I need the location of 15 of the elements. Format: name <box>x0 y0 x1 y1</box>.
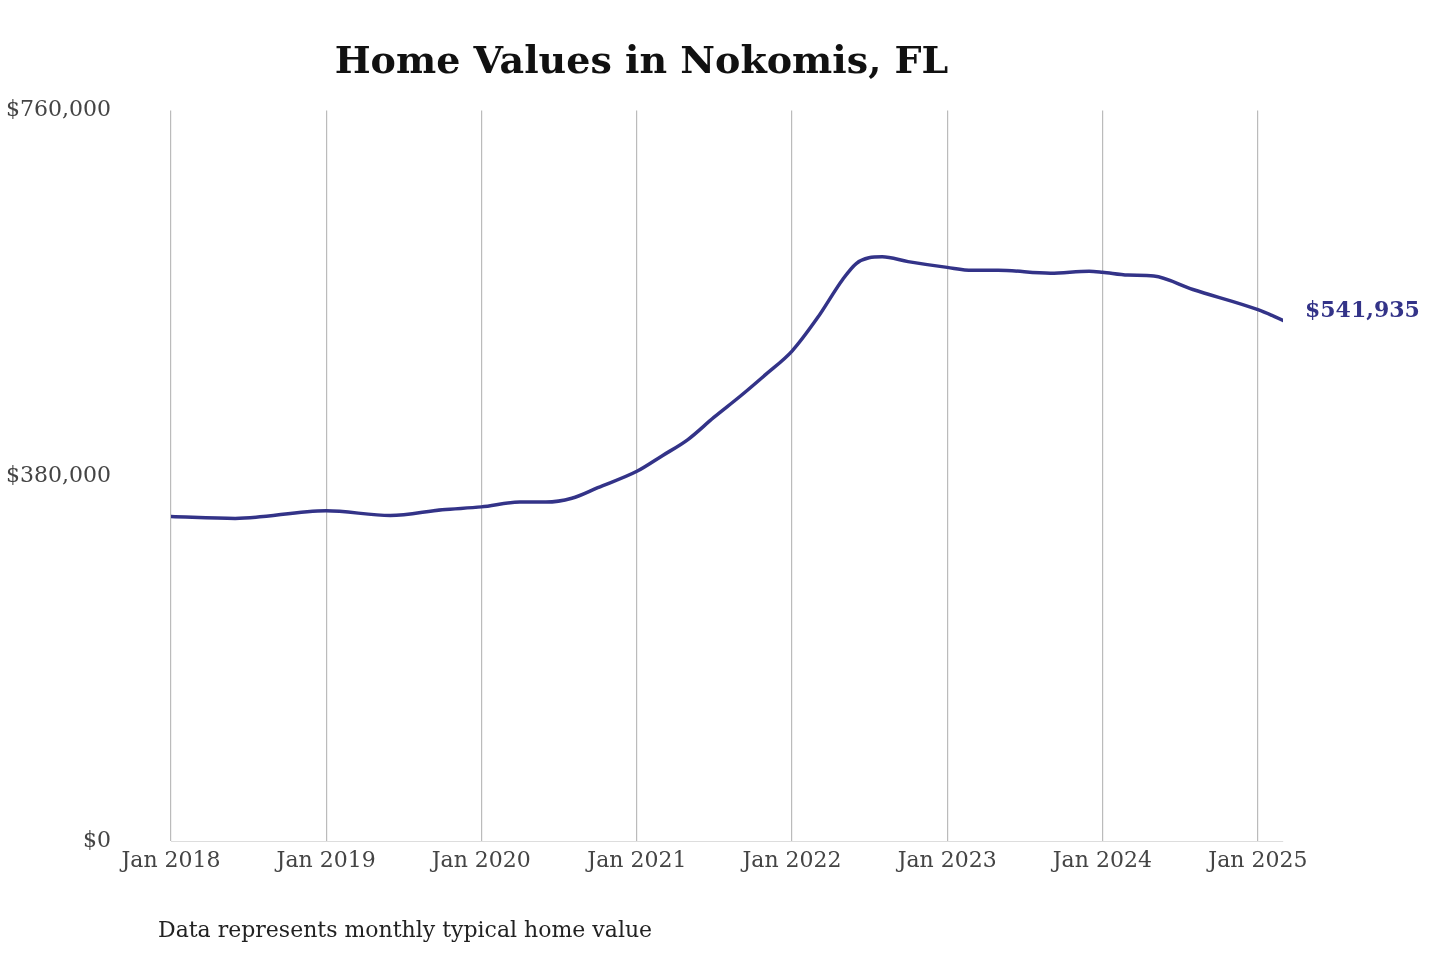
x-tick-label: Jan 2019 <box>274 846 376 872</box>
annotation: $541,935 <box>1305 296 1420 323</box>
y-tick-label: $380,000 <box>6 461 111 487</box>
chart-title: Home Values in Nokomis, FL <box>334 36 949 82</box>
y-tick-label: $760,000 <box>6 96 111 122</box>
x-tick-label: Jan 2021 <box>585 846 687 872</box>
x-tick-label: Jan 2022 <box>740 846 842 872</box>
text: Data represents monthly typical home value <box>158 916 653 942</box>
x-tick-label: Jan 2018 <box>119 846 221 872</box>
y-tick-label: $0 <box>83 827 111 853</box>
x-tick-label: Jan 2020 <box>429 846 531 872</box>
x-tick-label: Jan 2025 <box>1206 846 1308 872</box>
line-series <box>171 255 1283 521</box>
x-tick-label: Jan 2024 <box>1050 846 1152 872</box>
x-tick-label: Jan 2023 <box>895 846 997 872</box>
